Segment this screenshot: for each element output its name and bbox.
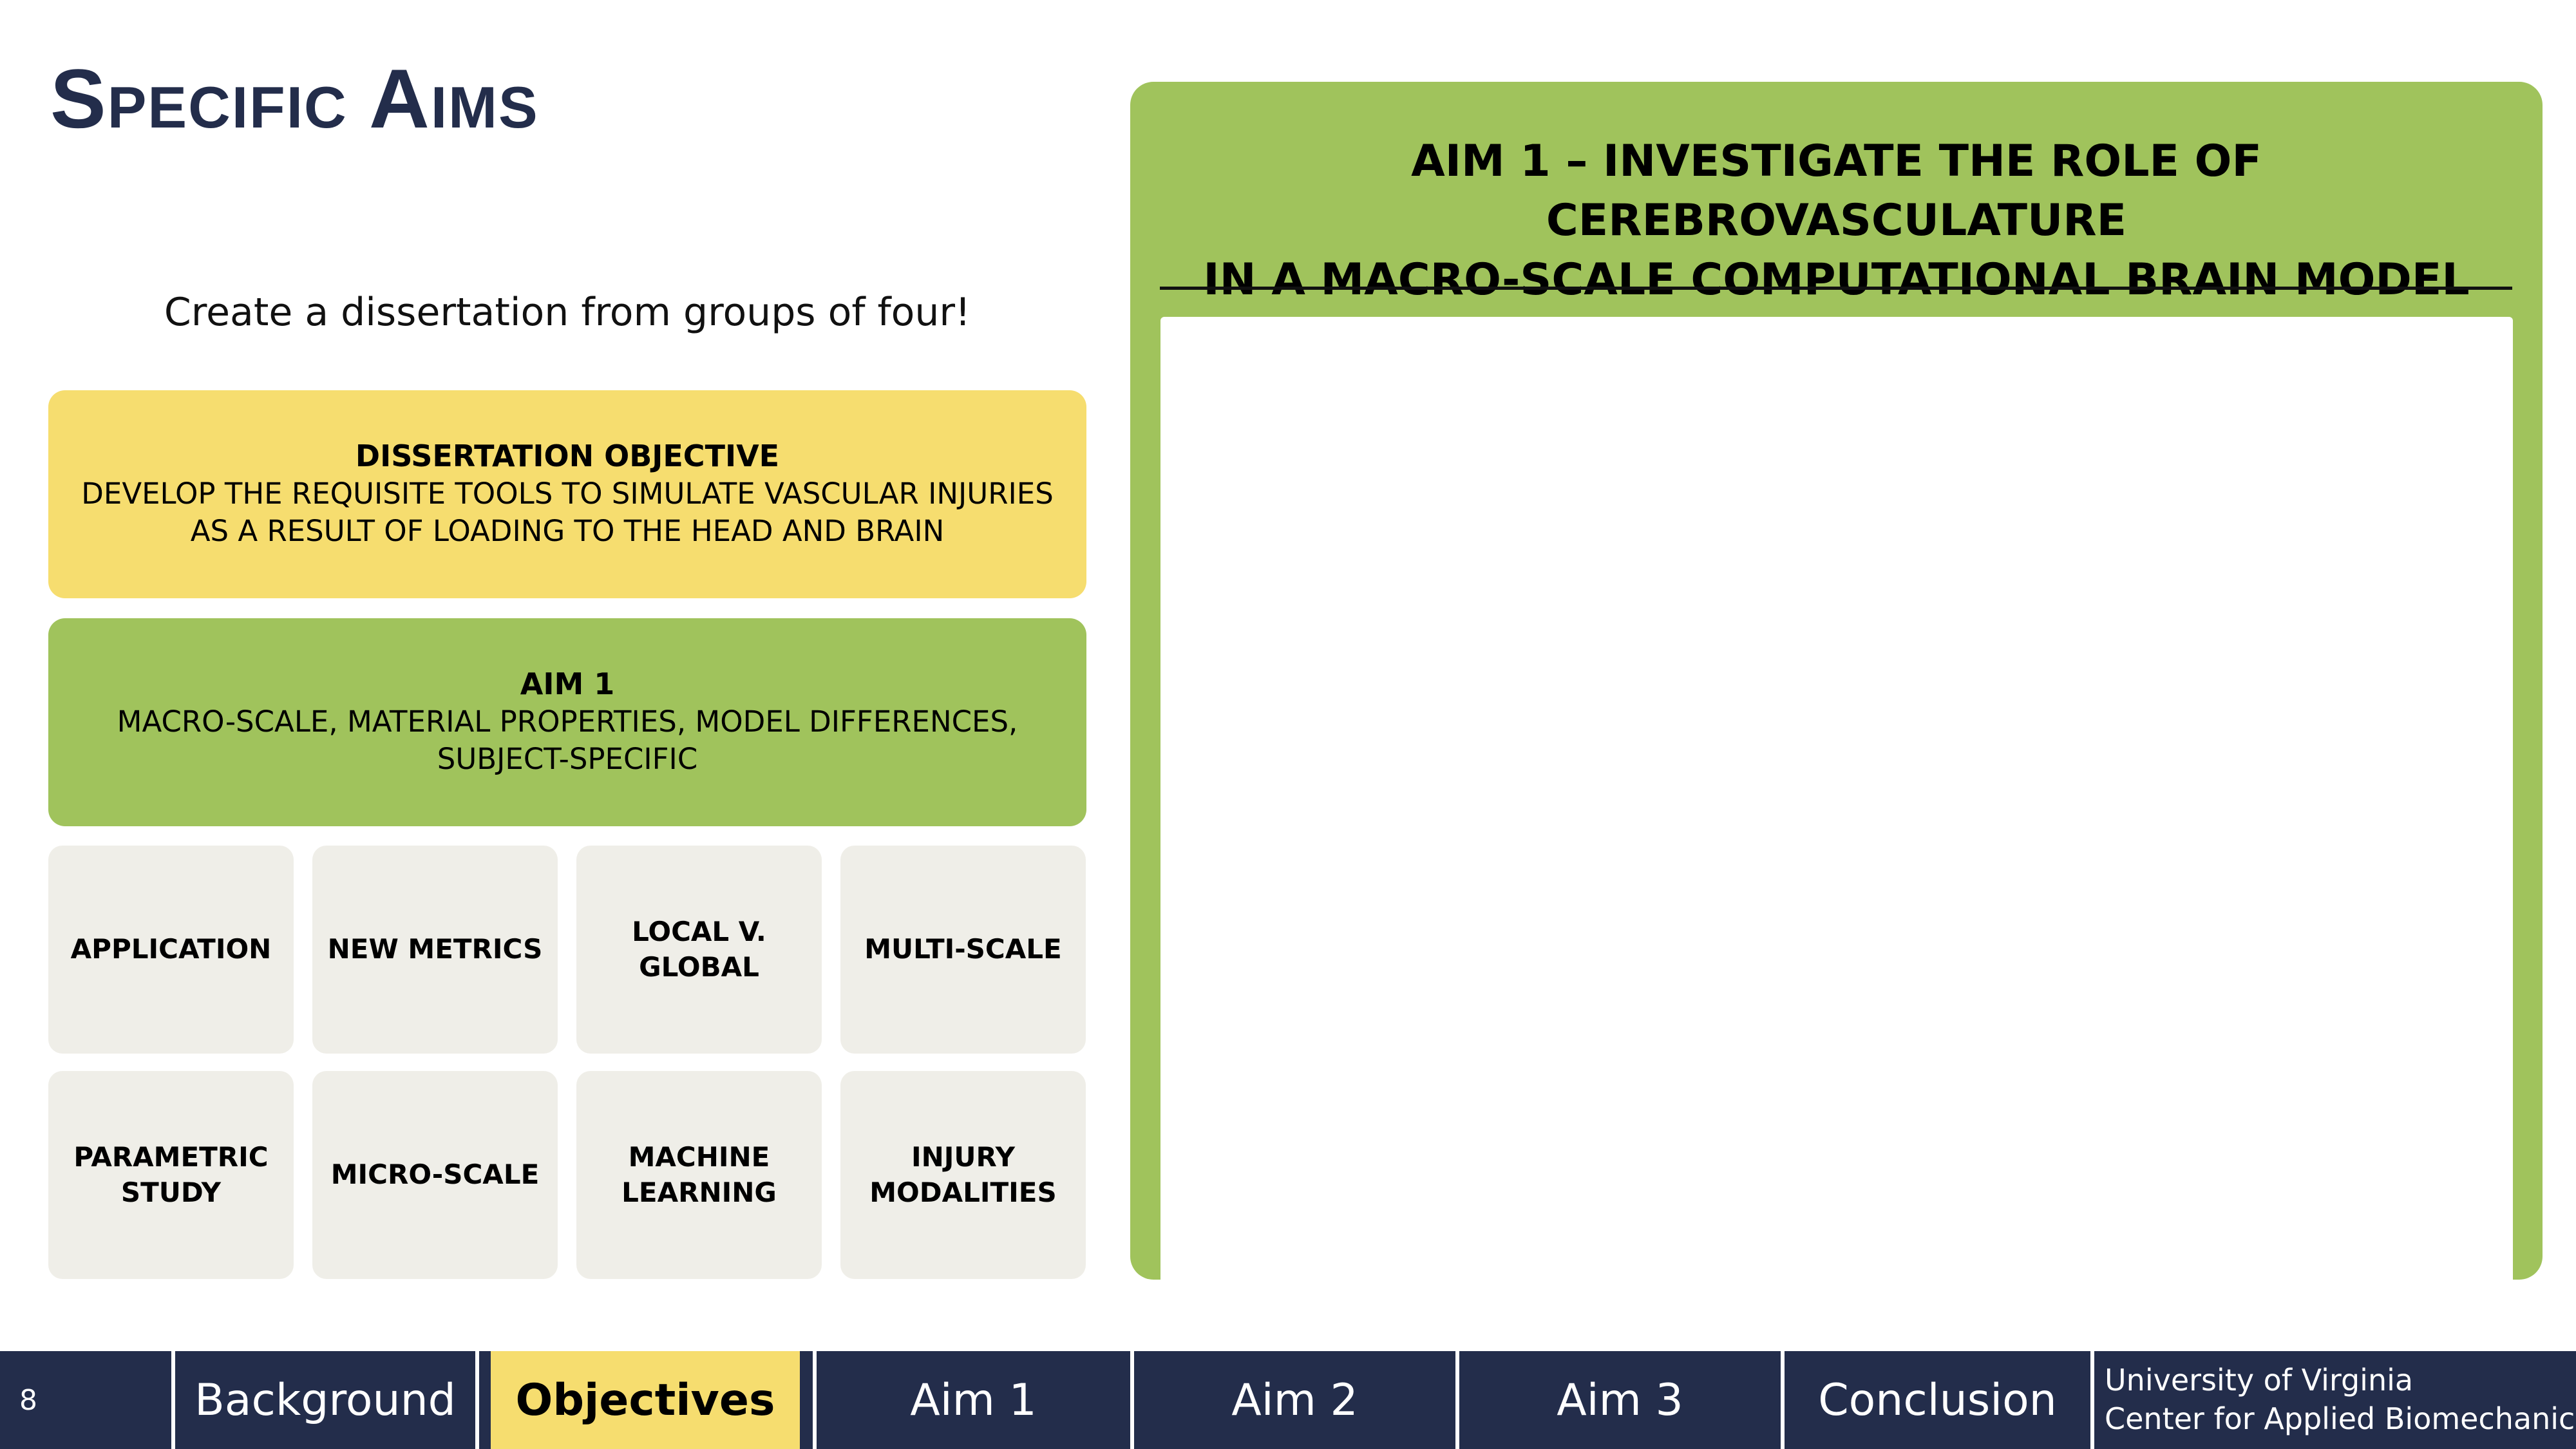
panel-title-line-1: AIM 1 – INVESTIGATE THE ROLE OF CEREBROV… — [1411, 136, 2262, 246]
panel-drop-area[interactable] — [1160, 317, 2513, 1333]
nav-separator — [1455, 1351, 1459, 1449]
tile-machine-learning[interactable]: MACHINE LEARNING — [576, 1071, 822, 1279]
nav-separator — [171, 1351, 175, 1449]
org-line-1: University of Virginia — [2105, 1363, 2414, 1398]
nav-separator — [813, 1351, 817, 1449]
nav-separator — [1781, 1351, 1785, 1449]
tile-injury-modalities[interactable]: INJURY MODALITIES — [840, 1071, 1086, 1279]
slide-subtitle: Create a dissertation from groups of fou… — [164, 290, 971, 335]
nav-aim-3[interactable]: Aim 3 — [1557, 1374, 1683, 1426]
nav-separator — [2090, 1351, 2094, 1449]
org-line-2: Center for Applied Biomechanics — [2105, 1401, 2576, 1436]
aim-1-text: MACRO-SCALE, MATERIAL PROPERTIES, MODEL … — [117, 704, 1018, 777]
tile-new-metrics[interactable]: NEW METRICS — [312, 846, 558, 1054]
nav-aim-1[interactable]: Aim 1 — [910, 1374, 1037, 1426]
tile-local-v-global[interactable]: LOCAL V. GLOBAL — [576, 846, 822, 1054]
nav-background[interactable]: Background — [194, 1374, 456, 1426]
nav-objectives[interactable]: Objectives — [491, 1351, 800, 1449]
dissertation-objective-box: DISSERTATION OBJECTIVE DEVELOP THE REQUI… — [48, 390, 1086, 598]
aim-1-heading: AIM 1 — [520, 667, 615, 702]
panel-divider — [1160, 287, 2512, 290]
nav-conclusion[interactable]: Conclusion — [1818, 1374, 2057, 1426]
tile-micro-scale[interactable]: MICRO-SCALE — [312, 1071, 558, 1279]
aim-1-box: AIM 1 MACRO-SCALE, MATERIAL PROPERTIES, … — [48, 618, 1086, 826]
objective-text: DEVELOP THE REQUISITE TOOLS TO SIMULATE … — [81, 476, 1054, 549]
panel-title: AIM 1 – INVESTIGATE THE ROLE OF CEREBROV… — [1130, 132, 2543, 309]
objective-heading: DISSERTATION OBJECTIVE — [355, 439, 780, 474]
organization-label: University of Virginia Center for Applie… — [2105, 1351, 2576, 1449]
tile-application[interactable]: APPLICATION — [48, 846, 294, 1054]
bottom-nav-bar: 8 Background Objectives Aim 1 Aim 2 Aim … — [0, 1351, 2576, 1449]
tile-multi-scale[interactable]: MULTI-SCALE — [840, 846, 1086, 1054]
nav-separator — [1130, 1351, 1134, 1449]
aim-1-panel: AIM 1 – INVESTIGATE THE ROLE OF CEREBROV… — [1130, 82, 2543, 1333]
nav-aim-2[interactable]: Aim 2 — [1231, 1374, 1358, 1426]
slide-title: Specific Aims — [50, 52, 539, 146]
slide-number: 8 — [19, 1383, 37, 1417]
panel-title-line-2: IN A MACRO-SCALE COMPUTATIONAL BRAIN MOD… — [1203, 254, 2470, 305]
nav-separator — [475, 1351, 479, 1449]
tile-parametric-study[interactable]: PARAMETRIC STUDY — [48, 1071, 294, 1279]
